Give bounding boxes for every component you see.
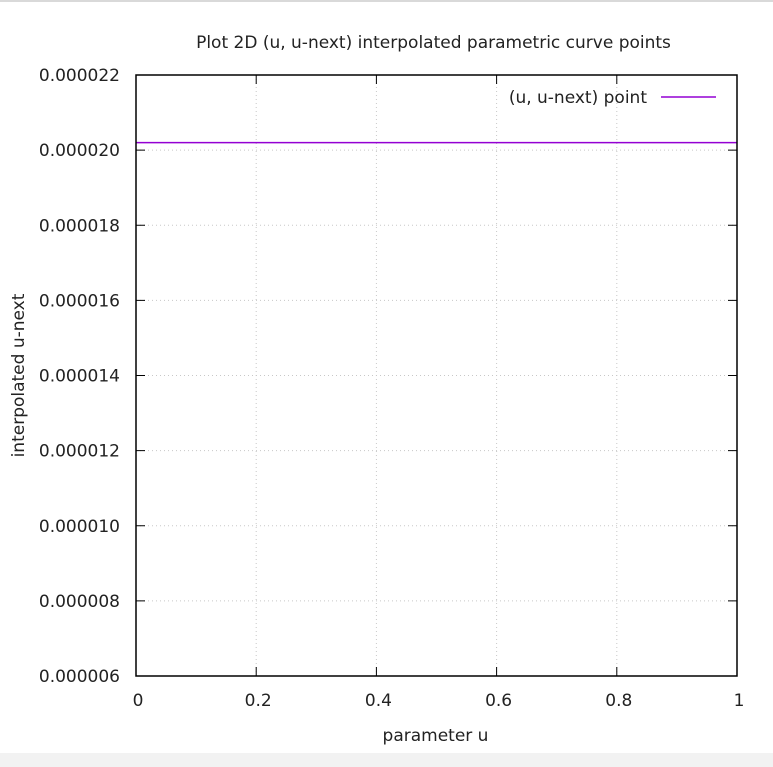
window-top-border (0, 0, 773, 2)
x-axis-label: parameter u (383, 726, 489, 746)
y-tick-label: 0.000022 (39, 66, 120, 86)
y-tick-label: 0.000012 (39, 442, 120, 462)
x-tick-label: 0.8 (605, 691, 632, 711)
y-tick-label: 0.000016 (39, 291, 120, 311)
x-tick-label: 0.2 (245, 691, 272, 711)
chart-title: Plot 2D (u, u-next) interpolated paramet… (196, 33, 671, 53)
x-tick-label: 0.4 (365, 691, 392, 711)
y-tick-label: 0.000014 (39, 367, 120, 387)
y-tick-label: 0.000020 (39, 141, 120, 161)
y-axis-label: interpolated u-next (9, 293, 29, 457)
grid (136, 75, 737, 676)
legend-label: (u, u-next) point (509, 88, 648, 108)
x-tick-label: 1 (734, 691, 745, 711)
legend: (u, u-next) point (509, 88, 716, 108)
y-tick-label: 0.000006 (39, 667, 120, 687)
y-tick-label: 0.000010 (39, 517, 120, 537)
x-tick-label: 0.6 (485, 691, 512, 711)
window-bottom-band (0, 753, 773, 767)
y-tick-label: 0.000018 (39, 216, 120, 236)
ticks: 0 0.2 0.4 0.6 0.8 1 0.000006 0.000008 0.000010 0.… (39, 66, 745, 711)
y-tick-label: 0.000008 (39, 592, 120, 612)
x-tick-label: 0 (133, 691, 144, 711)
